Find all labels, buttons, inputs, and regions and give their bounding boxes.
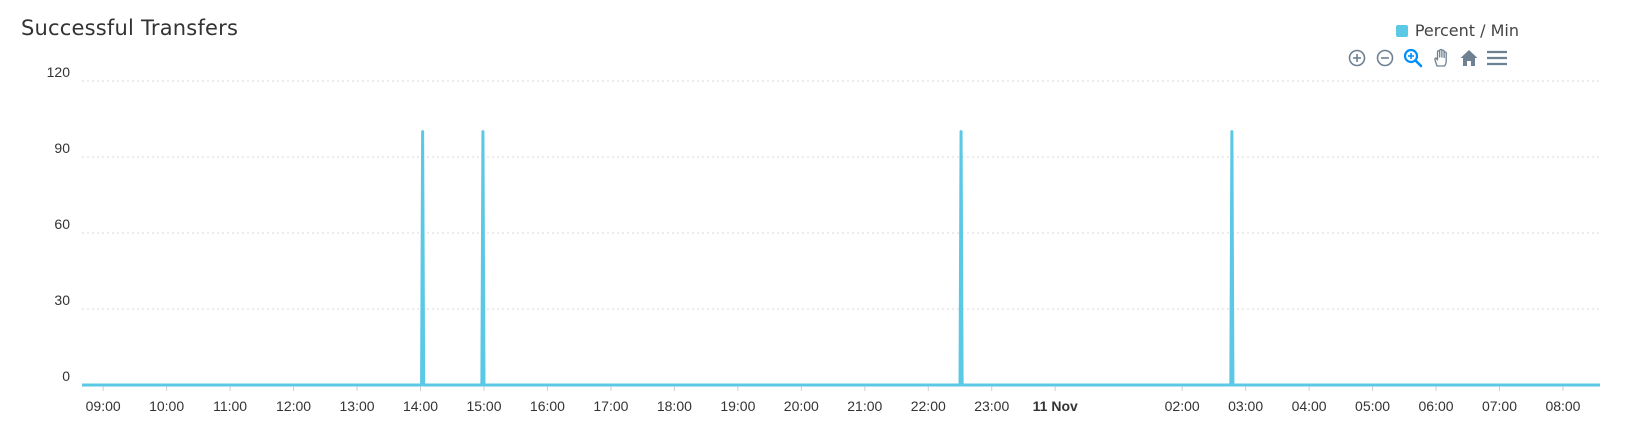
legend[interactable]: Percent / Min: [1395, 21, 1519, 40]
x-tick-label: 06:00: [1419, 398, 1454, 414]
series-layer: [82, 130, 1600, 387]
x-tick-label: 05:00: [1355, 398, 1390, 414]
grid-layer: [82, 80, 1600, 310]
x-tick-label: 16:00: [530, 398, 565, 414]
selection-zoom-icon[interactable]: [1402, 47, 1424, 69]
zoom-in-icon[interactable]: [1346, 47, 1368, 69]
chart-title: Successful Transfers: [21, 16, 239, 40]
x-tick-label: 20:00: [784, 398, 819, 414]
y-tick-label: 0: [62, 368, 70, 384]
x-tick-label: 17:00: [593, 398, 628, 414]
x-tick-label: 22:00: [911, 398, 946, 414]
y-tick-label: 30: [54, 292, 70, 308]
x-tick-label: 04:00: [1292, 398, 1327, 414]
x-tick-label: 08:00: [1545, 398, 1580, 414]
legend-swatch: [1395, 24, 1408, 37]
x-tick-label: 10:00: [149, 398, 184, 414]
home-reset-icon[interactable]: [1458, 47, 1480, 69]
x-tick-label: 13:00: [340, 398, 375, 414]
menu-icon[interactable]: [1486, 47, 1508, 69]
y-tick-label: 90: [54, 140, 70, 156]
x-tick-label: 03:00: [1228, 398, 1263, 414]
x-tick-label: 09:00: [86, 398, 121, 414]
x-tick-label: 19:00: [720, 398, 755, 414]
y-axis: 0 30 60 90 120: [47, 64, 71, 384]
zoom-out-icon[interactable]: [1374, 47, 1396, 69]
x-tick-label: 11 Nov: [1033, 398, 1078, 414]
legend-label: Percent / Min: [1414, 21, 1519, 40]
y-tick-label: 60: [54, 216, 70, 232]
pan-hand-icon[interactable]: [1430, 47, 1452, 69]
x-tick-label: 23:00: [974, 398, 1009, 414]
x-tick-label: 12:00: [276, 398, 311, 414]
y-tick-label: 120: [47, 64, 71, 80]
series-line: [82, 130, 1600, 387]
x-tick-label: 07:00: [1482, 398, 1517, 414]
x-tick-label: 15:00: [466, 398, 501, 414]
x-axis: 09:00 10:00 11:00 12:00 13:00 14:00 15:00 16:00…: [82, 385, 1600, 414]
chart-toolbar: [1346, 47, 1508, 69]
x-tick-label: 14:00: [403, 398, 438, 414]
x-tick-label: 02:00: [1165, 398, 1200, 414]
x-tick-label: 21:00: [847, 398, 882, 414]
x-tick-label: 11:00: [213, 398, 247, 414]
x-tick-label: 18:00: [657, 398, 692, 414]
